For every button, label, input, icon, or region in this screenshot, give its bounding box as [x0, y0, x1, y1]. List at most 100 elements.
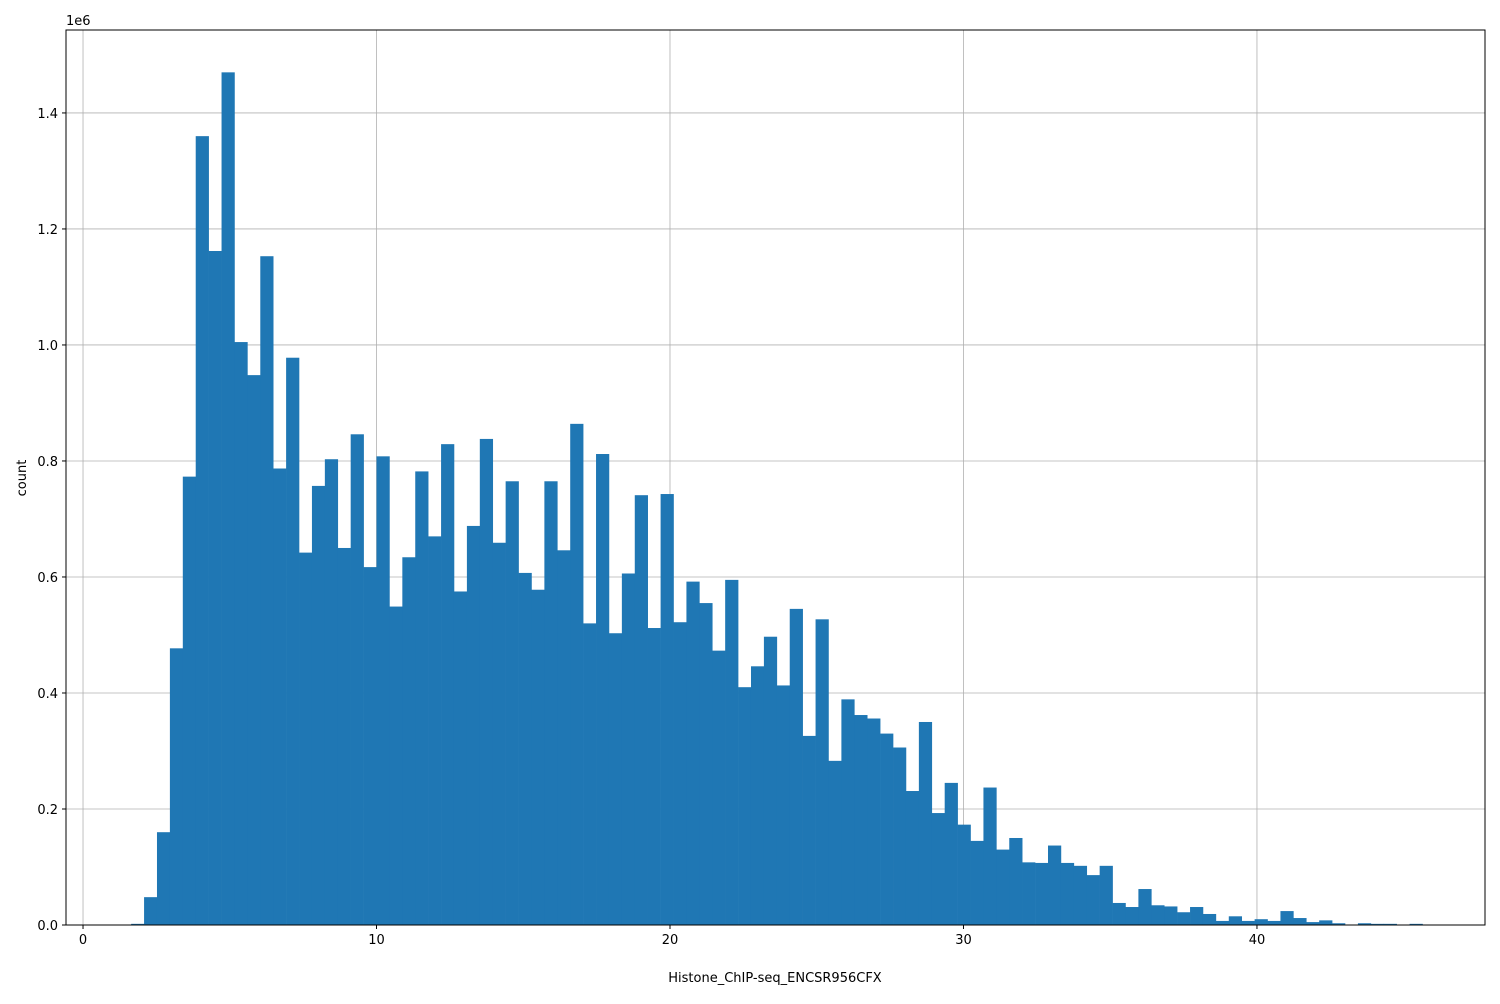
histogram-bar: [583, 623, 596, 925]
histogram-bar: [841, 699, 854, 925]
histogram-bar: [519, 573, 532, 925]
histogram-bar: [441, 444, 454, 925]
y-axis-label: count: [15, 460, 30, 497]
histogram-bar: [389, 607, 402, 925]
histogram-bar: [299, 553, 312, 925]
y-tick-label: 0.8: [37, 455, 58, 470]
y-tick-label: 0.2: [37, 803, 58, 818]
histogram-bar: [1074, 866, 1087, 925]
histogram-bar: [828, 761, 841, 925]
x-tick-label: 20: [662, 933, 679, 948]
histogram-bar: [157, 832, 170, 925]
histogram-bar: [971, 841, 984, 925]
histogram-bar: [286, 358, 299, 925]
histogram-bar: [351, 434, 364, 925]
bars: [131, 72, 1423, 925]
histogram-bar: [1216, 921, 1229, 925]
histogram-bar: [996, 850, 1009, 925]
histogram-bar: [557, 550, 570, 925]
histogram-bar: [712, 651, 725, 925]
histogram-bar: [428, 536, 441, 925]
histogram-bar: [1035, 863, 1048, 925]
histogram-bar: [1048, 846, 1061, 925]
y-tick-label: 1.4: [37, 107, 58, 122]
histogram-bar: [648, 628, 661, 925]
x-tick-label: 0: [79, 933, 87, 948]
histogram-bar: [1061, 863, 1074, 925]
histogram-bar: [493, 543, 506, 925]
histogram-bar: [222, 72, 235, 925]
histogram-bar: [945, 783, 958, 925]
histogram-bar: [1087, 875, 1100, 925]
histogram-bar: [570, 424, 583, 925]
y-tick-label: 0.6: [37, 571, 58, 586]
histogram-bar: [196, 136, 209, 925]
histogram-bar: [635, 495, 648, 925]
histogram-bar: [183, 477, 196, 925]
histogram-bar: [1229, 916, 1242, 925]
histogram-bar: [325, 459, 338, 925]
histogram-bar: [480, 439, 493, 925]
histogram-bar: [1177, 912, 1190, 925]
histogram-bar: [1100, 866, 1113, 925]
x-tick-label: 10: [368, 933, 385, 948]
histogram-bar: [622, 573, 635, 925]
histogram-bar: [686, 582, 699, 925]
y-tick-label: 0.4: [37, 687, 58, 702]
histogram-bar: [609, 633, 622, 925]
histogram-bar: [1164, 906, 1177, 925]
histogram-bar: [415, 471, 428, 925]
x-tick-label: 40: [1249, 933, 1266, 948]
histogram-bar: [958, 825, 971, 925]
histogram-bar: [1293, 918, 1306, 925]
histogram-bar: [247, 375, 260, 925]
x-axis-label: Histone_ChIP-seq_ENCSR956CFX: [668, 971, 882, 986]
histogram-bar: [674, 622, 687, 925]
histogram-bar: [1009, 838, 1022, 925]
x-tick-label: 30: [955, 933, 972, 948]
histogram-bar: [725, 580, 738, 925]
histogram-bar: [1022, 862, 1035, 925]
histogram-bar: [1113, 903, 1126, 925]
histogram-bar: [919, 722, 932, 925]
histogram-bar: [1242, 921, 1255, 925]
histogram-bar: [377, 456, 390, 925]
histogram-bar: [312, 486, 325, 925]
histogram-bar: [880, 734, 893, 925]
histogram-bar: [983, 788, 996, 925]
histogram-bar: [1138, 889, 1151, 925]
histogram-bar: [1319, 920, 1332, 925]
histogram-bar: [867, 719, 880, 925]
histogram-bar: [1255, 919, 1268, 925]
histogram-bar: [402, 557, 415, 925]
histogram-bar: [790, 609, 803, 925]
histogram-bar: [751, 666, 764, 925]
y-tick-label: 1.0: [37, 339, 58, 354]
histogram-bar: [1203, 914, 1216, 925]
histogram-bar: [777, 685, 790, 925]
histogram-bar: [854, 715, 867, 925]
histogram-bar: [454, 591, 467, 925]
histogram-bar: [209, 251, 222, 925]
histogram-bar: [764, 637, 777, 925]
histogram-bar: [144, 897, 157, 925]
histogram-bar: [932, 813, 945, 925]
histogram-bar: [364, 567, 377, 925]
histogram-bar: [260, 256, 273, 925]
histogram-bar: [273, 469, 286, 925]
histogram-bar: [338, 548, 351, 925]
histogram-bar: [893, 748, 906, 925]
histogram-bar: [596, 454, 609, 925]
histogram-bar: [661, 494, 674, 925]
histogram-bar: [1280, 911, 1293, 925]
histogram-bar: [1125, 907, 1138, 925]
histogram-bar: [544, 481, 557, 925]
y-offset-label: 1e6: [66, 14, 91, 29]
histogram-bar: [467, 526, 480, 925]
histogram-bar: [699, 603, 712, 925]
histogram-bar: [531, 590, 544, 925]
histogram-bar: [506, 481, 519, 925]
histogram-bar: [1151, 905, 1164, 925]
histogram-bar: [906, 791, 919, 925]
